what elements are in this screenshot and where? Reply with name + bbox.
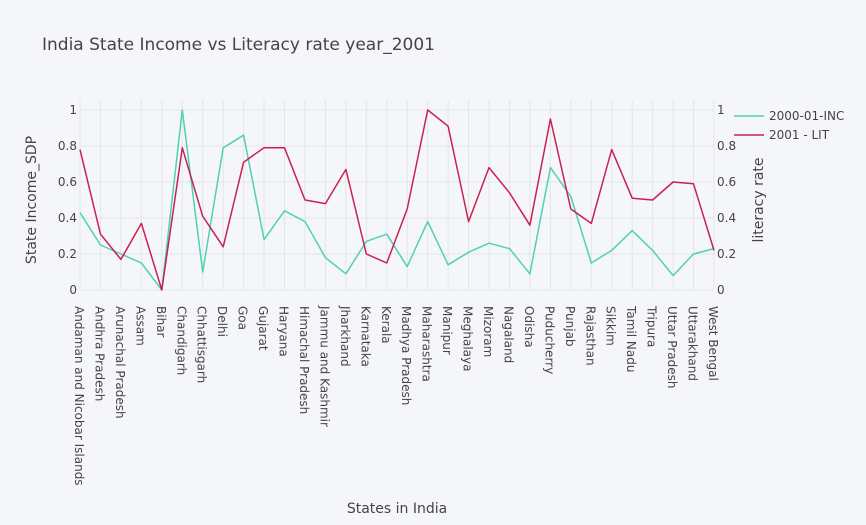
y-tick-label-left: 0	[69, 283, 77, 297]
x-tick-label: Punjab	[563, 306, 577, 347]
x-tick-label: Jharkhand	[338, 305, 352, 367]
x-tick-label: Kerala	[379, 306, 393, 344]
y-tick-label-left: 0.4	[58, 211, 77, 225]
x-tick-label: Puducherry	[542, 306, 556, 374]
x-tick-label: Assam	[133, 306, 147, 346]
y-axis-right: 0 0.2 0.4 0.6 0.8 1	[717, 103, 736, 297]
y-axis-left: 0 0.2 0.4 0.6 0.8 1	[58, 103, 77, 297]
x-tick-label: Tamil Nadu	[624, 305, 638, 372]
x-tick-label: Jammu and Kashmir	[317, 305, 331, 427]
y-tick-label-left: 0.6	[58, 175, 77, 189]
y-tick-label-left: 0.8	[58, 139, 77, 153]
x-tick-label: Andaman and Nicobar Islands	[72, 306, 86, 486]
x-tick-label: Himachal Pradesh	[297, 306, 311, 414]
x-tick-label: Madhya Pradesh	[399, 306, 413, 405]
legend-label[interactable]: 2000-01-INC	[769, 109, 844, 123]
series-lines	[79, 109, 715, 291]
x-tick-label: Andhra Pradesh	[92, 306, 106, 401]
legend[interactable]: 2000-01-INC 2001 - LIT	[734, 109, 844, 142]
y-tick-label-right: 0.2	[717, 247, 736, 261]
series-line-2	[79, 109, 715, 291]
x-tick-label: Nagaland	[501, 306, 515, 363]
chart-title: India State Income vs Literacy rate year…	[42, 35, 435, 55]
y-tick-label-right: 0.6	[717, 175, 736, 189]
x-tick-label: Bihar	[154, 306, 168, 338]
y-axis-title-left: State Income_SDP	[24, 136, 40, 264]
x-tick-label: Gujarat	[256, 306, 270, 351]
x-tick-label: Chandigarh	[174, 306, 188, 375]
grid	[79, 100, 715, 291]
y-tick-label-right: 0.8	[717, 139, 736, 153]
y-tick-label-right: 1	[717, 103, 725, 117]
x-tick-label: Odisha	[522, 306, 536, 348]
x-tick-label: Chhattisgarh	[195, 306, 209, 383]
x-tick-label: Delhi	[215, 306, 229, 337]
x-tick-label: West Bengal	[706, 306, 720, 381]
series-line-1	[79, 109, 715, 291]
x-tick-label: Goa	[236, 306, 250, 330]
x-tick-label: Meghalaya	[461, 306, 475, 371]
x-tick-label: Tripura	[645, 305, 659, 347]
y-tick-label-right: 0.4	[717, 211, 736, 225]
x-tick-label: Haryana	[277, 306, 291, 357]
x-tick-label: Karnataka	[358, 306, 372, 367]
x-tick-label: Maharashtra	[420, 306, 434, 382]
y-axis-title-right: literacy rate	[751, 157, 767, 242]
x-axis: Andaman and Nicobar Islands Andhra Prades…	[72, 305, 720, 486]
y-tick-label-left: 1	[69, 103, 77, 117]
x-tick-label: Manipur	[440, 306, 454, 355]
legend-label[interactable]: 2001 - LIT	[769, 128, 830, 142]
x-tick-label: Mizoram	[481, 306, 495, 357]
y-tick-label-right: 0	[717, 283, 725, 297]
x-tick-label: Sikkim	[604, 306, 618, 346]
y-tick-label-left: 0.2	[58, 247, 77, 261]
x-tick-label: Uttar Pradesh	[665, 306, 679, 388]
x-tick-label: Arunachal Pradesh	[113, 306, 127, 419]
x-axis-title: States in India	[347, 501, 447, 517]
x-tick-label: Uttarakhand	[686, 306, 700, 381]
x-tick-label: Rajasthan	[583, 306, 597, 366]
